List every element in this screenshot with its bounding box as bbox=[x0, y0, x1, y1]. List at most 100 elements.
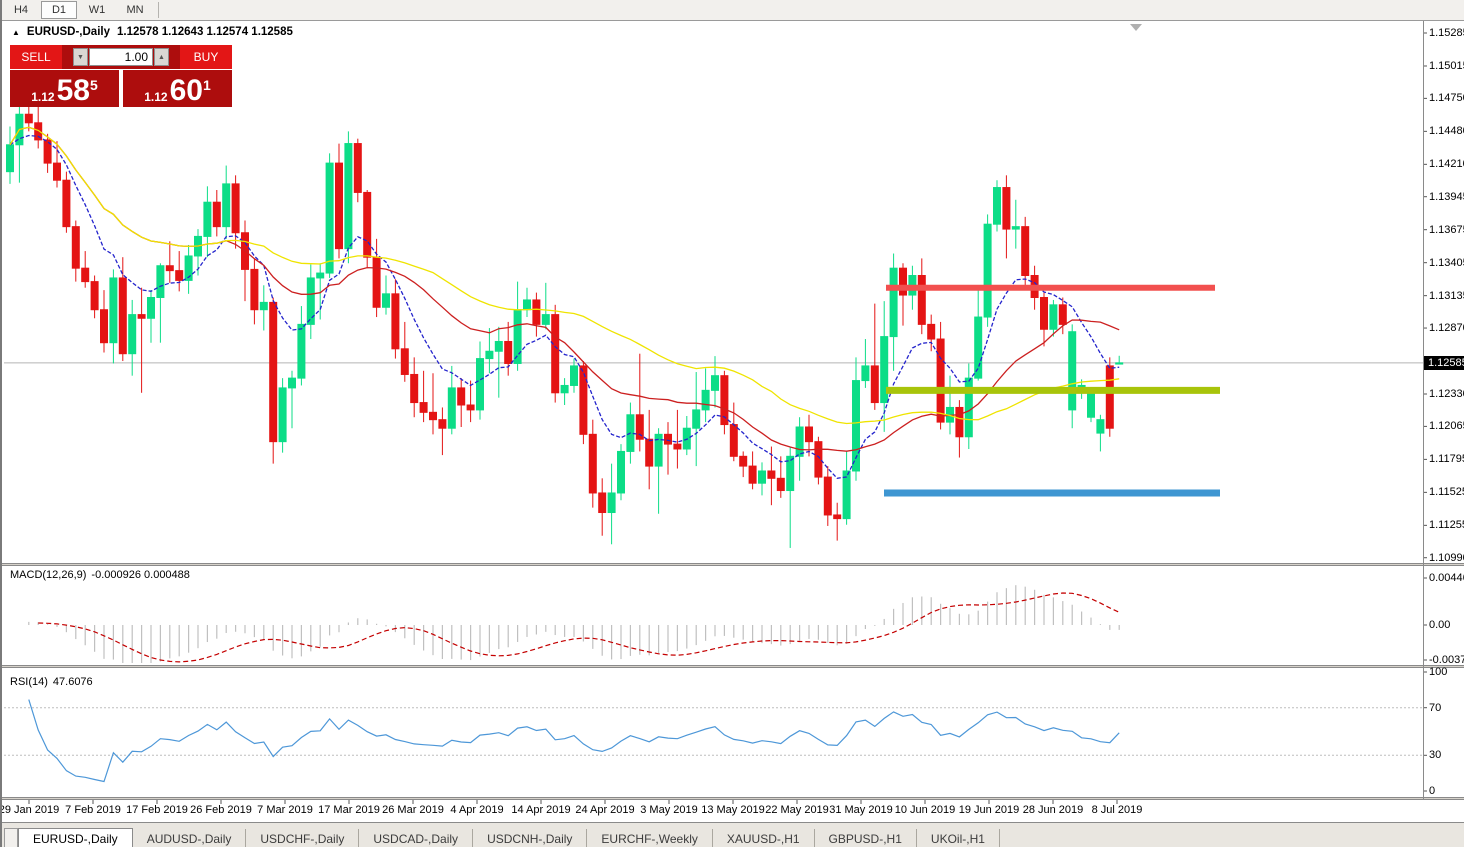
macd-tick-label: 0.004465 bbox=[1429, 572, 1464, 584]
date-tick-label: 26 Mar 2019 bbox=[382, 804, 444, 816]
chart-header: ▲ EURUSD-,Daily 1.12578 1.12643 1.12574 … bbox=[12, 26, 293, 38]
quote-price-row: 1.12 58 5 1.12 60 1 bbox=[10, 70, 232, 107]
main-chart-panel[interactable] bbox=[2, 21, 1464, 563]
tab-eurusd-daily[interactable]: EURUSD-,Daily bbox=[18, 828, 133, 847]
price-tick-label: 1.11525 bbox=[1429, 486, 1464, 499]
price-tick-label: 1.12065 bbox=[1429, 420, 1464, 433]
tab-usdcnh-daily[interactable]: USDCNH-,Daily bbox=[473, 829, 588, 847]
tab-usdcad-daily[interactable]: USDCAD-,Daily bbox=[359, 829, 474, 847]
chart-ohlc-values: 1.12578 1.12643 1.12574 1.12585 bbox=[117, 26, 293, 38]
date-tick-label: 4 Apr 2019 bbox=[450, 804, 504, 816]
rsi-layer bbox=[4, 699, 1423, 783]
date-tick-label: 17 Mar 2019 bbox=[318, 804, 380, 816]
macd-tick-label: -0.003715 bbox=[1429, 654, 1464, 666]
date-tick-label: 3 May 2019 bbox=[640, 804, 698, 816]
date-tick-label: 17 Feb 2019 bbox=[126, 804, 188, 816]
macd-panel[interactable] bbox=[2, 566, 1464, 665]
date-tick-label: 7 Mar 2019 bbox=[257, 804, 313, 816]
price-tick-label: 1.14210 bbox=[1429, 158, 1464, 171]
tab-scroll-stub[interactable] bbox=[4, 828, 18, 847]
price-tick-label: 1.13945 bbox=[1429, 190, 1464, 203]
date-tick-label: 29 Jan 2019 bbox=[0, 804, 60, 816]
price-tick-label: 1.14750 bbox=[1429, 92, 1464, 105]
rsi-tick-label: 30 bbox=[1429, 749, 1442, 762]
tab-usdchf-daily[interactable]: USDCHF-,Daily bbox=[246, 829, 360, 847]
date-tick-label: 26 Feb 2019 bbox=[190, 804, 252, 816]
chart-shift-marker-icon[interactable] bbox=[1130, 24, 1142, 31]
date-tick-label: 24 Apr 2019 bbox=[575, 804, 635, 816]
rsi-label: RSI(14) bbox=[10, 676, 48, 688]
macd-label: MACD(12,26,9) bbox=[10, 569, 87, 581]
volume-stepper: ▼ ▲ bbox=[62, 48, 180, 66]
date-tick-label: 7 Feb 2019 bbox=[65, 804, 121, 816]
sell-price-button[interactable]: 1.12 58 5 bbox=[10, 70, 119, 107]
price-tick-label: 1.13135 bbox=[1429, 289, 1464, 302]
price-tick-label: 1.14480 bbox=[1429, 125, 1464, 138]
symbol-marker-icon: ▲ bbox=[12, 27, 20, 37]
price-axis-border bbox=[1423, 21, 1424, 800]
buy-price-pipette: 1 bbox=[202, 77, 211, 93]
tab-audusd-daily[interactable]: AUDUSD-,Daily bbox=[133, 829, 247, 847]
rsi-splitter[interactable] bbox=[2, 665, 1464, 668]
date-tick-label: 10 Jun 2019 bbox=[894, 804, 956, 816]
price-tick-label: 1.13405 bbox=[1429, 256, 1464, 269]
price-tick-label: 1.15015 bbox=[1429, 59, 1464, 72]
current-price-label: 1.12585 bbox=[1424, 355, 1464, 370]
rsi-tick-label: 0 bbox=[1429, 785, 1436, 797]
one-click-trading-panel: SELL ▼ ▲ BUY 1.12 58 5 1.12 60 1 bbox=[10, 45, 232, 107]
tab-eurchf-weekly[interactable]: EURCHF-,Weekly bbox=[587, 829, 713, 847]
date-tick-label: 13 May 2019 bbox=[701, 804, 765, 816]
rsi-tick-label: 70 bbox=[1429, 701, 1442, 714]
sell-button[interactable]: SELL bbox=[10, 45, 62, 69]
chart-symbol-title: EURUSD-,Daily bbox=[26, 26, 110, 38]
date-splitter bbox=[2, 797, 1464, 800]
price-tick-label: 1.11795 bbox=[1429, 453, 1464, 466]
date-axis-strip[interactable] bbox=[2, 800, 1464, 821]
toolbar-separator bbox=[158, 2, 159, 18]
sell-price-figure: 1.12 bbox=[31, 90, 55, 104]
macd-header: MACD(12,26,9) -0.000926 0.000488 bbox=[10, 569, 190, 581]
quote-top-row: SELL ▼ ▲ BUY bbox=[10, 45, 232, 69]
buy-price-figure: 1.12 bbox=[144, 90, 168, 104]
timeframe-mn-button[interactable]: MN bbox=[126, 4, 144, 16]
sell-price-pips: 58 bbox=[56, 74, 90, 107]
timeframe-w1-button[interactable]: W1 bbox=[88, 4, 106, 16]
buy-price-pips: 60 bbox=[169, 74, 203, 107]
buy-price-button[interactable]: 1.12 60 1 bbox=[123, 70, 232, 107]
candlestick-layer bbox=[6, 81, 1124, 548]
date-tick-label: 31 May 2019 bbox=[829, 804, 893, 816]
rsi-header: RSI(14) 47.6076 bbox=[10, 676, 93, 688]
price-tick-label: 1.12870 bbox=[1429, 322, 1464, 335]
price-tick-label: 1.13675 bbox=[1429, 223, 1464, 236]
volume-increase-button[interactable]: ▲ bbox=[154, 48, 169, 66]
price-tick-label: 1.12330 bbox=[1429, 388, 1464, 400]
macd-values: -0.000926 0.000488 bbox=[91, 569, 190, 581]
rsi-tick-label: 100 bbox=[1429, 666, 1448, 678]
tab-xauusd-h1[interactable]: XAUUSD-,H1 bbox=[713, 829, 815, 847]
tab-ukoil-h1[interactable]: UKOil-,H1 bbox=[917, 829, 1000, 847]
symbol-tab-bar: EURUSD-,Daily AUDUSD-,Daily USDCHF-,Daily U… bbox=[2, 822, 1464, 847]
volume-decrease-button[interactable]: ▼ bbox=[73, 48, 88, 66]
date-tick-label: 14 Apr 2019 bbox=[511, 804, 571, 816]
timeframe-toolbar: H4 D1 W1 MN bbox=[2, 0, 1464, 21]
date-tick-label: 22 May 2019 bbox=[765, 804, 829, 816]
sell-price-pipette: 5 bbox=[89, 77, 98, 93]
timeframe-h4-button[interactable]: H4 bbox=[13, 4, 29, 16]
macd-splitter[interactable] bbox=[2, 563, 1464, 566]
date-tick-label: 19 Jun 2019 bbox=[958, 804, 1020, 816]
macd-layer bbox=[28, 585, 1120, 663]
volume-input[interactable] bbox=[89, 48, 153, 66]
timeframe-d1-button[interactable]: D1 bbox=[41, 1, 77, 19]
price-tick-label: 1.15285 bbox=[1429, 27, 1464, 39]
price-tick-label: 1.11255 bbox=[1429, 519, 1464, 532]
buy-button[interactable]: BUY bbox=[180, 45, 232, 69]
rsi-panel[interactable] bbox=[2, 668, 1464, 797]
date-tick-label: 8 Jul 2019 bbox=[1091, 804, 1143, 816]
tab-gbpusd-h1[interactable]: GBPUSD-,H1 bbox=[815, 829, 917, 847]
date-tick-label: 28 Jun 2019 bbox=[1022, 804, 1084, 816]
rsi-value: 47.6076 bbox=[52, 676, 93, 688]
macd-tick-label: 0.00 bbox=[1429, 619, 1451, 631]
